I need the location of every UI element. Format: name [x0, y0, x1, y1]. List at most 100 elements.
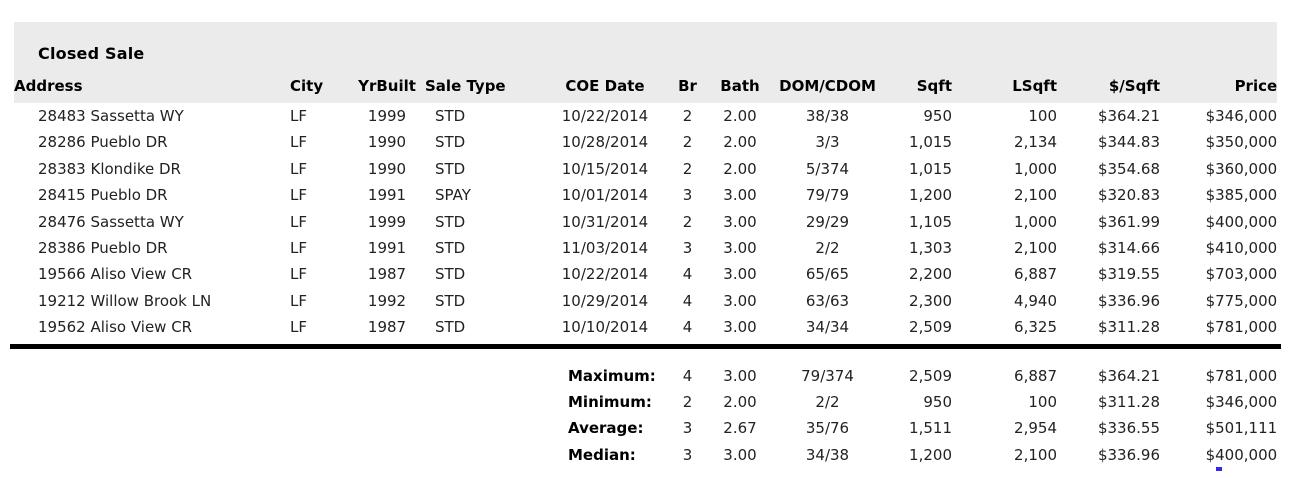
table-cell: 28383 Klondike DR [38, 159, 181, 178]
table-cell: SPAY [435, 186, 471, 205]
summary-value: $346,000 [1205, 393, 1278, 412]
table-cell: 11/03/2014 [561, 239, 649, 258]
summary-value: $311.28 [1097, 393, 1160, 412]
summary-value: 3.00 [723, 366, 757, 385]
table-cell: 10/28/2014 [561, 133, 649, 152]
table-cell: LF [290, 107, 307, 125]
summary-value: 34/38 [805, 445, 850, 464]
summary-value: 2 [682, 393, 693, 412]
table-cell: LF [290, 159, 307, 178]
table-cell: 1,000 [1014, 159, 1057, 178]
table-row: 28386 Pueblo DR LF 1991 STD 11/03/2014 3 3.00 2… [14, 235, 1277, 261]
table-cell: 1,015 [909, 133, 952, 152]
table-cell: LF [290, 186, 307, 205]
summary-value: $336.55 [1097, 419, 1160, 438]
column-header: $/Sqft [1057, 68, 1160, 103]
table-row: 28483 Sassetta WY LF 1999 STD 10/22/2014 2 2.0… [14, 103, 1277, 129]
table-cell: $314.66 [1097, 239, 1160, 258]
summary-value: 3.00 [723, 445, 757, 464]
report-title: Closed Sale [14, 22, 1278, 68]
summary-value: 35/76 [805, 419, 850, 438]
summary-value: $501,111 [1205, 419, 1278, 438]
title-row: Closed Sale [14, 22, 1278, 68]
table-cell: 28386 Pueblo DR [38, 239, 168, 258]
table-cell: $364.21 [1097, 107, 1160, 125]
table-cell: STD [435, 107, 466, 125]
table-cell: 3.00 [723, 265, 757, 284]
summary-value: $364.21 [1097, 366, 1160, 385]
summary-value: $336.96 [1097, 445, 1160, 464]
table-header: Closed Sale Address City YrBuilt Sale Type C… [14, 22, 1278, 103]
table-cell: $385,000 [1205, 186, 1278, 205]
table-row: 28383 Klondike DR LF 1990 STD 10/15/2014 2 2.0… [14, 156, 1277, 182]
table-cell: 950 [923, 107, 952, 125]
table-cell: 3 [682, 186, 693, 205]
table-cell: 10/15/2014 [561, 159, 649, 178]
table-cell: 10/22/2014 [561, 107, 649, 125]
column-header: COE Date [540, 68, 670, 103]
table-cell: 3.00 [723, 239, 757, 258]
summary-value: 3 [682, 445, 693, 464]
summary-label: Maximum: [568, 366, 656, 385]
table-cell: STD [435, 159, 466, 178]
table-cell: 28483 Sassetta WY [38, 107, 184, 125]
summary-row: Maximum: 4 3.00 79/374 2,509 6,887 $364.21 $781… [14, 341, 1277, 389]
table-cell: 3.00 [723, 212, 757, 231]
column-header: City [290, 68, 349, 103]
summary-label: Average: [568, 419, 644, 438]
table-cell: $319.55 [1097, 265, 1160, 284]
table-cell: 34/34 [805, 318, 850, 337]
column-header: LSqft [952, 68, 1057, 103]
summary-value: $781,000 [1205, 366, 1278, 385]
summary-value: 2,100 [1014, 445, 1057, 464]
table-cell: 10/29/2014 [561, 291, 649, 310]
table-cell: $361.99 [1097, 212, 1160, 231]
table-row: 28286 Pueblo DR LF 1990 STD 10/28/2014 2 2.00 3… [14, 129, 1277, 155]
table-cell: STD [435, 133, 466, 152]
table-cell: 28286 Pueblo DR [38, 133, 168, 152]
table-cell: 1992 [367, 291, 407, 310]
table-cell: 1987 [367, 318, 407, 337]
table-cell: $354.68 [1097, 159, 1160, 178]
table-cell: 4 [682, 291, 693, 310]
summary-value: 6,887 [1014, 366, 1057, 385]
table-cell: 3.00 [723, 291, 757, 310]
column-header: Br [670, 68, 705, 103]
table-row: 28476 Sassetta WY LF 1999 STD 10/31/2014 2 3.0… [14, 209, 1277, 235]
summary-rows: Maximum: 4 3.00 79/374 2,509 6,887 $364.21 $781… [14, 341, 1277, 469]
summary-value: 100 [1028, 393, 1057, 412]
table-cell: 10/01/2014 [561, 186, 649, 205]
table-cell: $775,000 [1205, 291, 1278, 310]
table-cell: LF [290, 318, 307, 337]
table-cell: $320.83 [1097, 186, 1160, 205]
table-cell: 2/2 [815, 239, 840, 258]
table-cell: 1,105 [909, 212, 952, 231]
table-cell: LF [290, 291, 307, 310]
table-cell: $400,000 [1205, 212, 1278, 231]
table-cell: 2 [682, 159, 693, 178]
table-cell: 3.00 [723, 186, 757, 205]
summary-row: Average: 3 2.67 35/76 1,511 2,954 $336.55 $501,… [14, 415, 1277, 441]
table-cell: 10/10/2014 [561, 318, 649, 337]
table-cell: 63/63 [805, 291, 850, 310]
summary-label: Minimum: [568, 393, 652, 412]
table-cell: 100 [1028, 107, 1057, 125]
table-cell: 2 [682, 133, 693, 152]
table-cell: 5/374 [805, 159, 850, 178]
table-cell: STD [435, 265, 466, 284]
summary-spacer-cell [14, 389, 540, 415]
table-cell: 2.00 [723, 159, 757, 178]
summary-value: 2.00 [723, 393, 757, 412]
artifact-mark [1216, 467, 1222, 471]
summary-value: 2/2 [815, 393, 840, 412]
summary-value: 1,200 [909, 445, 952, 464]
table-row: 19562 Aliso View CR LF 1987 STD 10/10/2014 4 3… [14, 314, 1277, 340]
table-cell: 1987 [367, 265, 407, 284]
table-cell: 1991 [367, 186, 407, 205]
column-header: Sale Type [425, 68, 540, 103]
table-cell: 3.00 [723, 318, 757, 337]
section-divider-rule [10, 344, 1281, 349]
column-header: DOM/CDOM [775, 68, 880, 103]
table-cell: LF [290, 239, 307, 258]
